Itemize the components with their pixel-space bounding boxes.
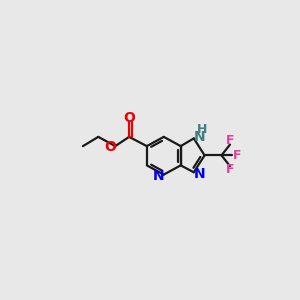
Text: N: N [153,169,164,183]
Text: N: N [194,167,205,181]
Text: O: O [105,140,117,154]
Text: O: O [123,111,135,124]
Text: H: H [197,123,207,136]
Text: F: F [226,134,234,147]
Text: N: N [194,130,205,144]
Text: F: F [226,164,234,176]
Text: F: F [233,149,241,162]
